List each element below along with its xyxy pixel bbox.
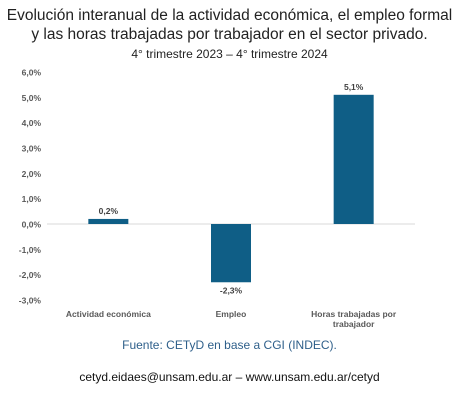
category-label-line: Actividad económica — [66, 309, 151, 319]
y-tick-label: 0,0% — [22, 220, 42, 230]
category-label-line: Empleo — [216, 309, 247, 319]
y-tick-label: 4,0% — [22, 118, 42, 128]
y-tick-label: 1,0% — [22, 194, 42, 204]
bar-chart: 6,0% 5,0% 4,0% 3,0% 2,0% 1,0% 0,0% -1,0% -2,0% -3… — [19, 68, 415, 329]
bar — [88, 218, 129, 224]
source-note: Fuente: CETyD en base a CGI (INDEC). — [122, 338, 337, 352]
y-tick-label: 3,0% — [22, 144, 42, 154]
category-label: Empleo — [216, 309, 247, 319]
contact-line: cetyd.eidaes@unsam.edu.ar – www.unsam.ed… — [79, 370, 380, 384]
bar — [333, 94, 374, 224]
data-label: 5,1% — [344, 82, 364, 92]
bar — [211, 224, 251, 283]
category-label-line: trabajador — [333, 319, 375, 329]
y-tick-label: -1,0% — [19, 245, 42, 255]
y-tick-label: 6,0% — [22, 68, 42, 78]
data-label: 0,2% — [99, 206, 119, 216]
chart-title-line-1: Evolución interanual de la actividad eco… — [6, 7, 453, 24]
category-label-line: Horas trabajadas por — [311, 309, 397, 319]
chart-subtitle: 4° trimestre 2023 – 4° trimestre 2024 — [131, 47, 328, 61]
y-tick-label: 2,0% — [22, 169, 42, 179]
chart-title: Evolución interanual de la actividad eco… — [0, 6, 459, 44]
category-label: Actividad económica — [66, 309, 151, 319]
y-tick-label: -3,0% — [19, 296, 42, 306]
category-label: Horas trabajadas por trabajador — [311, 309, 397, 329]
chart-title-line-2: y las horas trabajadas por trabajador en… — [31, 26, 428, 43]
y-tick-label: 5,0% — [22, 93, 42, 103]
y-tick-label: -2,0% — [19, 270, 42, 280]
data-label: -2,3% — [220, 285, 243, 295]
